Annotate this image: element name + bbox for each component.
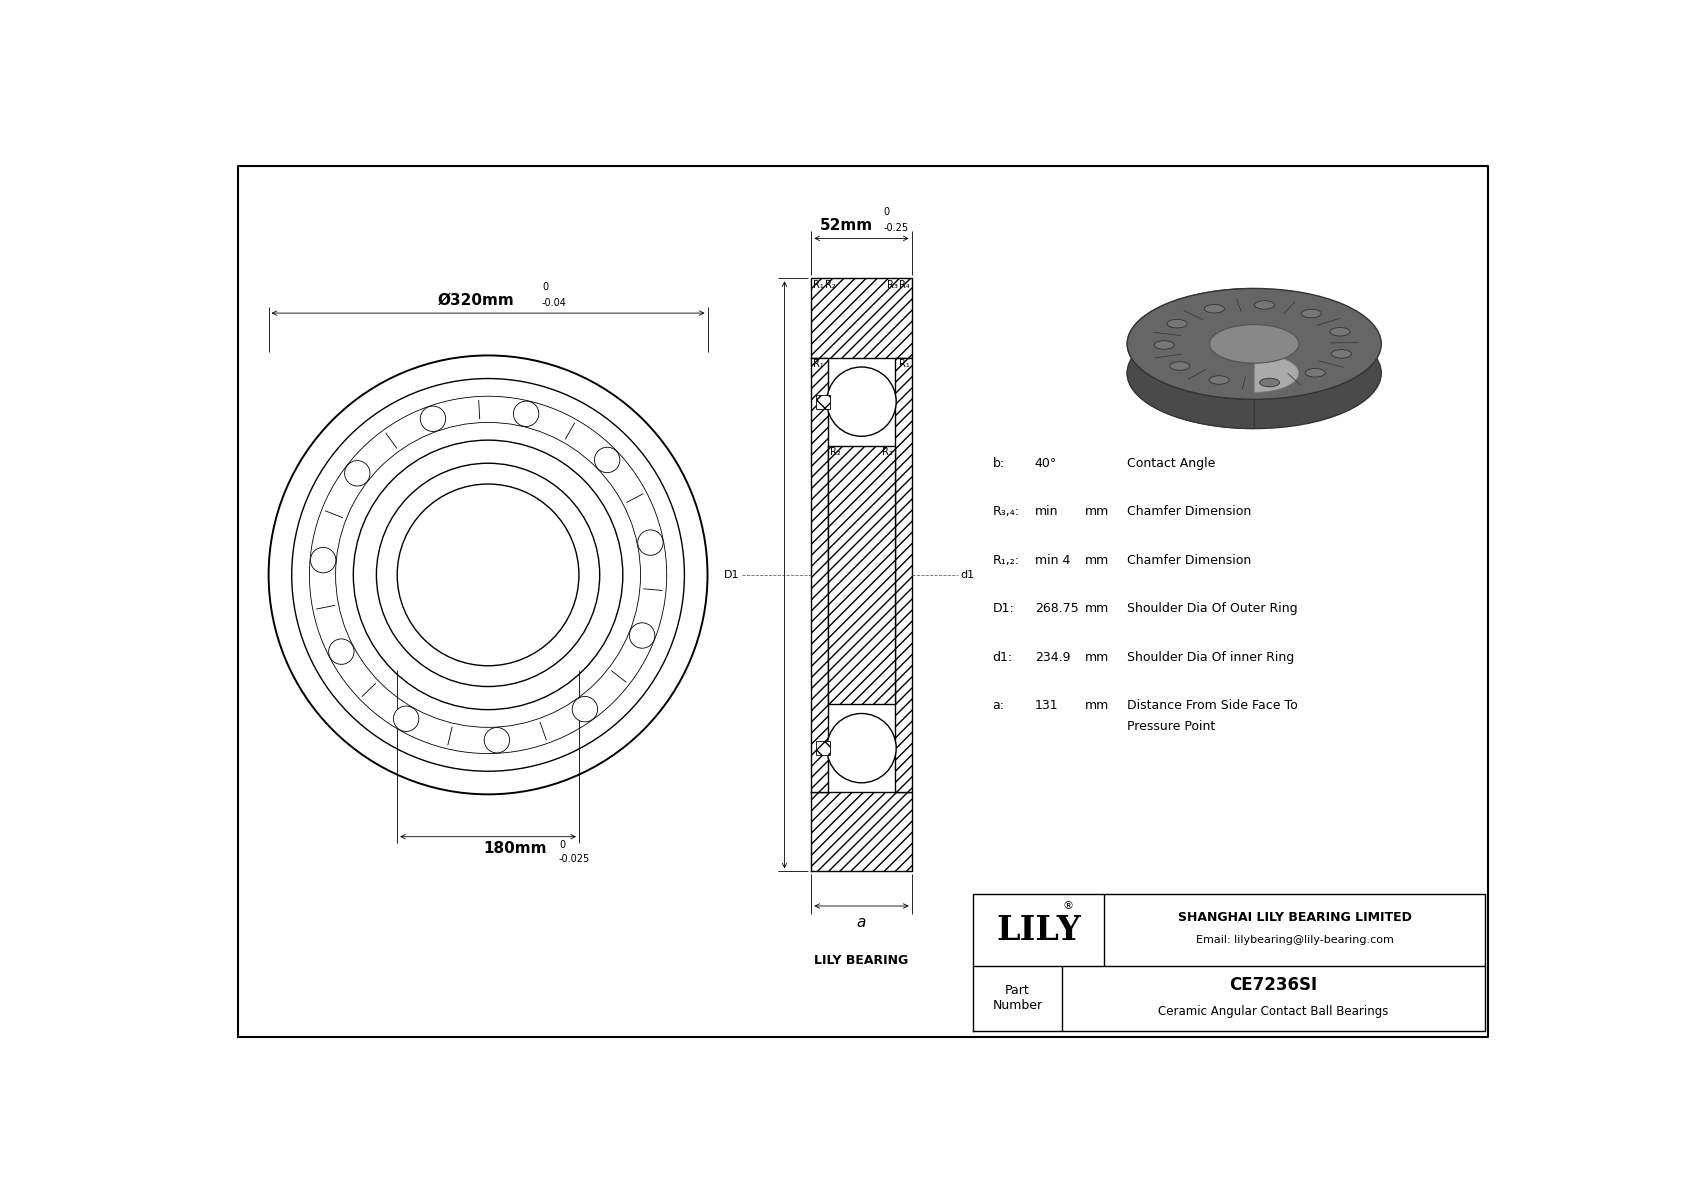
Text: LILY BEARING: LILY BEARING — [815, 954, 909, 967]
Circle shape — [328, 638, 354, 665]
Text: R₂: R₂ — [825, 280, 835, 289]
Text: R₁: R₁ — [813, 280, 823, 289]
Circle shape — [310, 548, 335, 573]
Circle shape — [573, 697, 598, 722]
Ellipse shape — [1209, 325, 1298, 363]
Circle shape — [594, 448, 620, 473]
Bar — [894, 357, 911, 792]
Circle shape — [827, 713, 896, 782]
Text: Pressure Point: Pressure Point — [1127, 721, 1216, 734]
Text: 40°: 40° — [1034, 456, 1058, 469]
Circle shape — [421, 406, 446, 431]
Text: R₁: R₁ — [813, 360, 823, 369]
Ellipse shape — [1332, 350, 1351, 358]
Text: R₃,₄:: R₃,₄: — [992, 505, 1019, 518]
Ellipse shape — [1302, 310, 1322, 318]
Text: D1: D1 — [724, 569, 739, 580]
Text: 268.75: 268.75 — [1034, 603, 1078, 616]
Ellipse shape — [1255, 300, 1275, 310]
Text: -0.025: -0.025 — [559, 854, 589, 863]
Text: R₁: R₁ — [899, 360, 909, 369]
Circle shape — [394, 706, 419, 731]
Bar — [817, 394, 830, 409]
Text: mm: mm — [1084, 699, 1110, 712]
Ellipse shape — [1260, 379, 1280, 387]
Circle shape — [514, 401, 539, 426]
Text: 131: 131 — [1034, 699, 1058, 712]
Text: 234.9: 234.9 — [1034, 650, 1071, 663]
Bar — [812, 792, 911, 872]
Text: R₂: R₂ — [882, 447, 893, 457]
Bar — [812, 279, 911, 357]
Ellipse shape — [1330, 328, 1351, 336]
Text: b:: b: — [992, 456, 1005, 469]
Text: d1:: d1: — [992, 650, 1012, 663]
Ellipse shape — [1127, 288, 1381, 399]
Ellipse shape — [1170, 362, 1191, 370]
Text: SHANGHAI LILY BEARING LIMITED: SHANGHAI LILY BEARING LIMITED — [1177, 911, 1411, 924]
Circle shape — [827, 367, 896, 436]
Ellipse shape — [1305, 368, 1325, 378]
Ellipse shape — [1127, 318, 1381, 429]
Ellipse shape — [1154, 341, 1174, 349]
Text: R₃: R₃ — [887, 280, 898, 289]
Text: min: min — [1034, 505, 1058, 518]
Text: -0.25: -0.25 — [882, 223, 908, 233]
Text: mm: mm — [1084, 505, 1110, 518]
Text: 0: 0 — [542, 281, 547, 292]
Text: R₁,₂:: R₁,₂: — [992, 554, 1019, 567]
Text: min 4: min 4 — [1034, 554, 1069, 567]
Text: Distance From Side Face To: Distance From Side Face To — [1127, 699, 1298, 712]
Ellipse shape — [1167, 319, 1187, 328]
Text: 180mm: 180mm — [483, 841, 547, 856]
Text: LILY: LILY — [997, 913, 1081, 947]
Text: a:: a: — [992, 699, 1004, 712]
Text: CE7236SI: CE7236SI — [1229, 977, 1317, 994]
Circle shape — [630, 623, 655, 648]
Text: a: a — [857, 915, 866, 930]
Text: d1: d1 — [960, 569, 975, 580]
Text: Shoulder Dia Of Outer Ring: Shoulder Dia Of Outer Ring — [1127, 603, 1298, 616]
Circle shape — [345, 461, 370, 486]
Text: D1:: D1: — [992, 603, 1014, 616]
Text: Part
Number: Part Number — [992, 985, 1042, 1012]
Ellipse shape — [1204, 305, 1224, 313]
Text: R₂: R₂ — [830, 447, 840, 457]
Polygon shape — [1255, 325, 1298, 392]
Text: 0: 0 — [882, 207, 889, 217]
Text: Contact Angle: Contact Angle — [1127, 456, 1216, 469]
Text: 0: 0 — [559, 840, 566, 849]
Text: mm: mm — [1084, 603, 1110, 616]
Text: Chamfer Dimension: Chamfer Dimension — [1127, 505, 1251, 518]
Text: R₄: R₄ — [899, 280, 909, 289]
Text: ®: ® — [1063, 900, 1073, 911]
Ellipse shape — [1209, 375, 1229, 385]
Text: Email: lilybearing@lily-bearing.com: Email: lilybearing@lily-bearing.com — [1196, 935, 1394, 946]
Text: mm: mm — [1084, 554, 1110, 567]
Circle shape — [638, 530, 663, 555]
Text: Shoulder Dia Of inner Ring: Shoulder Dia Of inner Ring — [1127, 650, 1295, 663]
Bar — [817, 741, 830, 755]
Text: Chamfer Dimension: Chamfer Dimension — [1127, 554, 1251, 567]
Bar — [829, 445, 894, 704]
Ellipse shape — [1209, 325, 1298, 363]
Text: Ø320mm: Ø320mm — [438, 293, 515, 307]
Bar — [812, 357, 829, 792]
Text: mm: mm — [1084, 650, 1110, 663]
Text: Ceramic Angular Contact Ball Bearings: Ceramic Angular Contact Ball Bearings — [1159, 1005, 1389, 1018]
Text: -0.04: -0.04 — [542, 298, 568, 307]
Text: b: b — [874, 765, 881, 775]
Text: 52mm: 52mm — [820, 218, 872, 233]
Polygon shape — [1127, 288, 1255, 429]
Circle shape — [485, 728, 510, 753]
